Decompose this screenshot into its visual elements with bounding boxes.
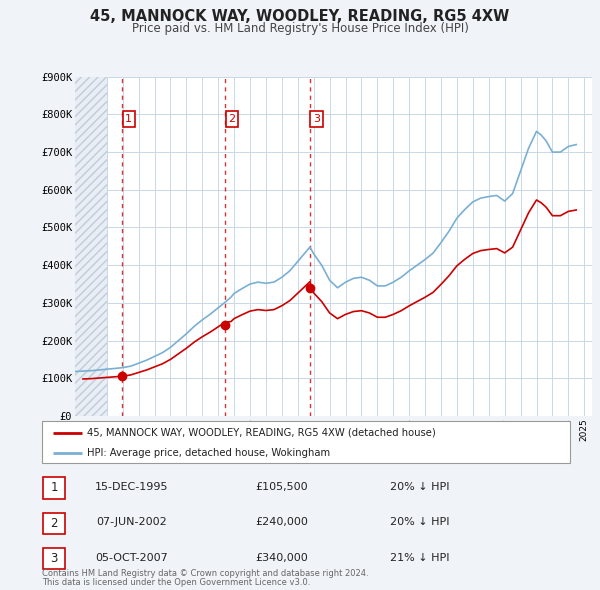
Text: 15-DEC-1995: 15-DEC-1995: [95, 482, 169, 491]
Text: 2: 2: [50, 517, 58, 530]
Text: Contains HM Land Registry data © Crown copyright and database right 2024.: Contains HM Land Registry data © Crown c…: [42, 569, 368, 578]
Text: 45, MANNOCK WAY, WOODLEY, READING, RG5 4XW (detached house): 45, MANNOCK WAY, WOODLEY, READING, RG5 4…: [87, 428, 436, 438]
Text: Price paid vs. HM Land Registry's House Price Index (HPI): Price paid vs. HM Land Registry's House …: [131, 22, 469, 35]
Text: This data is licensed under the Open Government Licence v3.0.: This data is licensed under the Open Gov…: [42, 578, 310, 587]
Text: 1: 1: [125, 114, 132, 124]
FancyBboxPatch shape: [42, 421, 570, 463]
Text: £240,000: £240,000: [256, 517, 308, 527]
Text: 1: 1: [50, 481, 58, 494]
Text: 21% ↓ HPI: 21% ↓ HPI: [390, 553, 450, 562]
Text: £105,500: £105,500: [256, 482, 308, 491]
Text: £340,000: £340,000: [256, 553, 308, 562]
Text: 07-JUN-2002: 07-JUN-2002: [97, 517, 167, 527]
Text: 2: 2: [229, 114, 236, 124]
Text: HPI: Average price, detached house, Wokingham: HPI: Average price, detached house, Woki…: [87, 448, 330, 457]
Text: 45, MANNOCK WAY, WOODLEY, READING, RG5 4XW: 45, MANNOCK WAY, WOODLEY, READING, RG5 4…: [91, 9, 509, 24]
Text: 05-OCT-2007: 05-OCT-2007: [95, 553, 169, 562]
Text: 20% ↓ HPI: 20% ↓ HPI: [390, 517, 450, 527]
Text: 20% ↓ HPI: 20% ↓ HPI: [390, 482, 450, 491]
Text: 3: 3: [313, 114, 320, 124]
Bar: [75, 77, 107, 416]
Text: 3: 3: [50, 552, 58, 565]
